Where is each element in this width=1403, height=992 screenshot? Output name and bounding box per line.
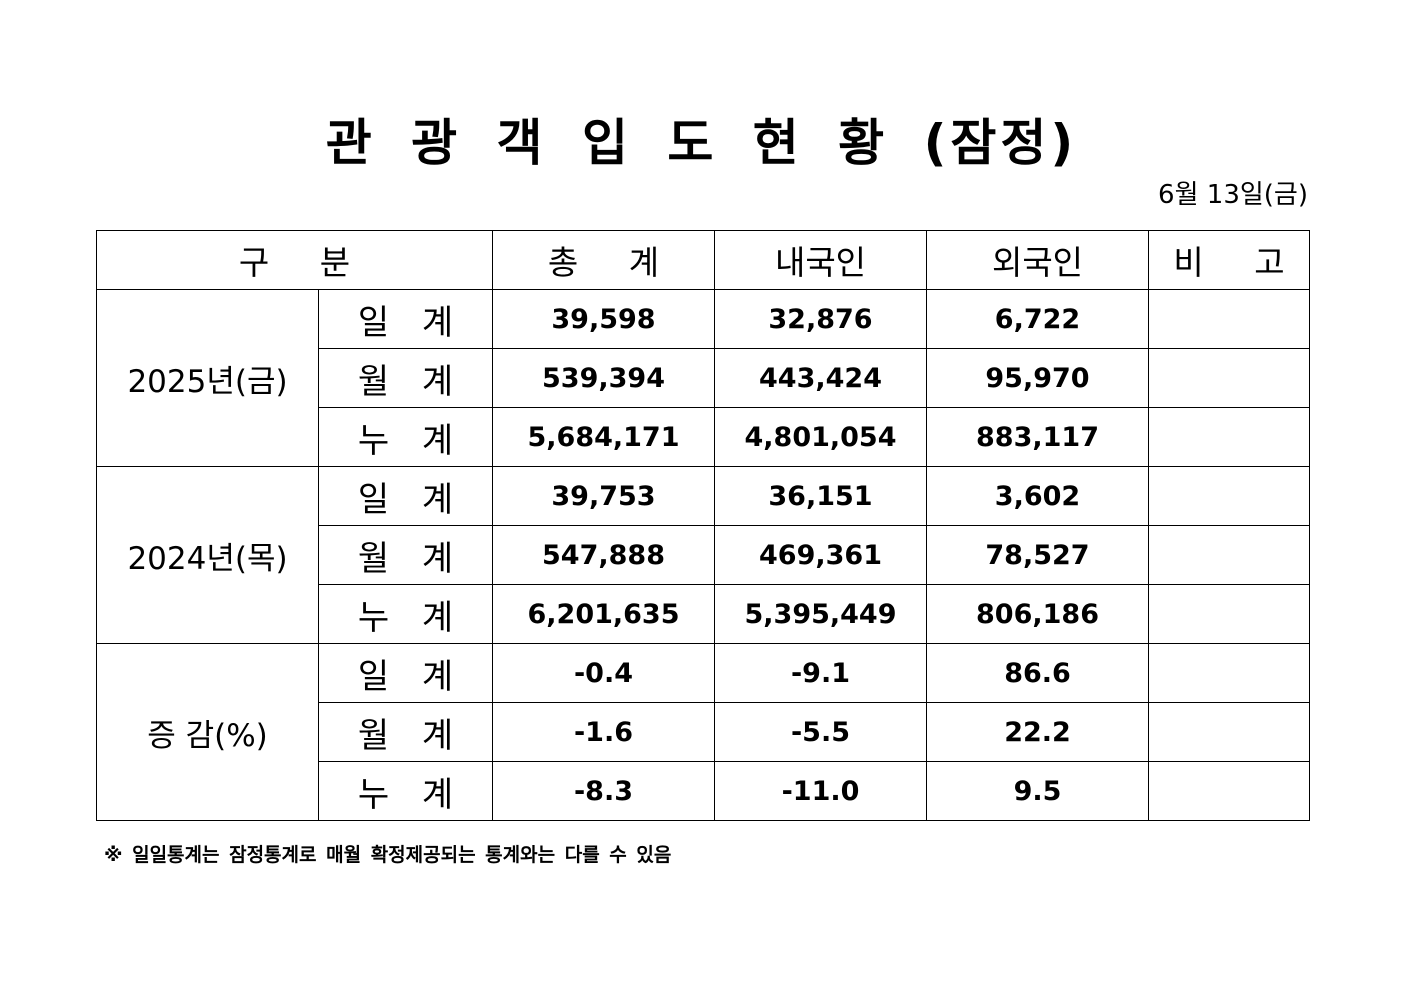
row-label-daily: 일 계 <box>318 643 493 703</box>
table-header-row: 구 분 총 계 내국인 외국인 비 고 <box>96 230 1310 290</box>
cell-domestic: 36,151 <box>714 466 927 526</box>
cell-foreign: 3,602 <box>926 466 1149 526</box>
group-label-2024: 2024년(목) <box>96 466 319 644</box>
table-row: 2025년(금) 일 계 39,598 32,876 6,722 <box>96 289 1310 467</box>
cell-domestic: 469,361 <box>714 525 927 585</box>
table-row: 2024년(목) 일 계 39,753 36,151 3,602 <box>96 466 1310 644</box>
cell-note <box>1148 584 1310 644</box>
cell-note <box>1148 525 1310 585</box>
row-label-monthly: 월 계 <box>318 525 493 585</box>
cell-foreign: 9.5 <box>926 761 1149 821</box>
row-label-cumulative: 누 계 <box>318 407 493 467</box>
cell-note <box>1148 761 1310 821</box>
table-row: 월 계 -1.6 -5.5 22.2 <box>97 702 1310 762</box>
cell-total: 39,753 <box>492 466 715 526</box>
row-label-daily: 일 계 <box>318 466 493 526</box>
header-category: 구 분 <box>96 230 493 290</box>
cell-domestic: -9.1 <box>714 643 927 703</box>
cell-domestic: -5.5 <box>714 702 927 762</box>
table-row: 누 계 6,201,635 5,395,449 806,186 <box>97 584 1310 644</box>
cell-note <box>1148 407 1310 467</box>
cell-total: -1.6 <box>492 702 715 762</box>
cell-total: -8.3 <box>492 761 715 821</box>
cell-note <box>1148 466 1310 526</box>
row-label-cumulative: 누 계 <box>318 761 493 821</box>
cell-total: 539,394 <box>492 348 715 408</box>
cell-foreign: 86.6 <box>926 643 1149 703</box>
group-label-2025: 2025년(금) <box>96 289 319 467</box>
cell-foreign: 95,970 <box>926 348 1149 408</box>
table-row: 월 계 547,888 469,361 78,527 <box>97 525 1310 585</box>
cell-foreign: 78,527 <box>926 525 1149 585</box>
cell-foreign: 883,117 <box>926 407 1149 467</box>
cell-total: 6,201,635 <box>492 584 715 644</box>
cell-domestic: -11.0 <box>714 761 927 821</box>
group-label-change: 증 감(%) <box>96 643 319 821</box>
cell-note <box>1148 702 1310 762</box>
cell-foreign: 6,722 <box>926 289 1149 349</box>
page-title: 관 광 객 입 도 현 황 (잠정) <box>325 114 1078 172</box>
cell-foreign: 806,186 <box>926 584 1149 644</box>
cell-note <box>1148 643 1310 703</box>
cell-foreign: 22.2 <box>926 702 1149 762</box>
header-note: 비 고 <box>1148 230 1310 290</box>
row-label-monthly: 월 계 <box>318 702 493 762</box>
cell-domestic: 4,801,054 <box>714 407 927 467</box>
table-row: 누 계 5,684,171 4,801,054 883,117 <box>97 407 1310 467</box>
cell-total: -0.4 <box>492 643 715 703</box>
cell-total: 39,598 <box>492 289 715 349</box>
cell-domestic: 5,395,449 <box>714 584 927 644</box>
cell-domestic: 32,876 <box>714 289 927 349</box>
header-domestic: 내국인 <box>714 230 927 290</box>
table-row: 누 계 -8.3 -11.0 9.5 <box>97 761 1310 821</box>
report-date: 6월 13일(금) <box>1158 180 1308 210</box>
cell-total: 5,684,171 <box>492 407 715 467</box>
table-row: 증 감(%) 일 계 -0.4 -9.1 86.6 <box>96 643 1310 821</box>
row-label-cumulative: 누 계 <box>318 584 493 644</box>
cell-note <box>1148 289 1310 349</box>
header-total: 총 계 <box>492 230 715 290</box>
cell-domestic: 443,424 <box>714 348 927 408</box>
cell-total: 547,888 <box>492 525 715 585</box>
row-label-daily: 일 계 <box>318 289 493 349</box>
cell-note <box>1148 348 1310 408</box>
row-label-monthly: 월 계 <box>318 348 493 408</box>
tourist-arrival-table: 구 분 총 계 내국인 외국인 비 고 2025년(금) 일 계 39,598 … <box>96 230 1310 821</box>
header-foreign: 외국인 <box>926 230 1149 290</box>
footnote: ※ 일일통계는 잠정통계로 매월 확정제공되는 통계와는 다를 수 있음 <box>104 844 672 866</box>
